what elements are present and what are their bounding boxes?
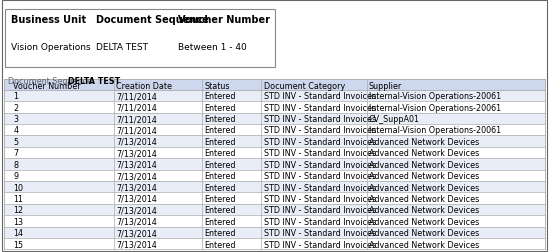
Text: Advanced Network Devices: Advanced Network Devices bbox=[369, 160, 479, 169]
Text: STD INV - Standard Invoices: STD INV - Standard Invoices bbox=[264, 160, 376, 169]
Text: STD INV - Standard Invoices: STD INV - Standard Invoices bbox=[264, 171, 376, 180]
Text: Advanced Network Devices: Advanced Network Devices bbox=[369, 217, 479, 226]
Text: STD INV - Standard Invoices: STD INV - Standard Invoices bbox=[264, 137, 376, 146]
Text: Advanced Network Devices: Advanced Network Devices bbox=[369, 149, 479, 158]
Text: Entered: Entered bbox=[204, 149, 236, 158]
Bar bbox=[4, 215, 545, 227]
Text: 12: 12 bbox=[13, 206, 23, 214]
Text: 7/13/2014: 7/13/2014 bbox=[116, 194, 157, 203]
Text: Advanced Network Devices: Advanced Network Devices bbox=[369, 240, 479, 248]
Bar bbox=[4, 136, 545, 147]
Text: Entered: Entered bbox=[204, 206, 236, 214]
Text: 7/13/2014: 7/13/2014 bbox=[116, 160, 157, 169]
Bar bbox=[4, 238, 545, 249]
Text: 7/13/2014: 7/13/2014 bbox=[116, 137, 157, 146]
Text: Status: Status bbox=[204, 81, 229, 90]
Text: STD INV - Standard Invoices: STD INV - Standard Invoices bbox=[264, 92, 376, 101]
Bar bbox=[4, 193, 545, 204]
Text: Business Unit: Business Unit bbox=[11, 15, 86, 25]
Text: 7/11/2014: 7/11/2014 bbox=[116, 126, 157, 135]
Text: 9: 9 bbox=[13, 171, 18, 180]
Text: 7/13/2014: 7/13/2014 bbox=[116, 206, 157, 214]
Text: DELTA TEST: DELTA TEST bbox=[96, 43, 148, 52]
Bar bbox=[4, 227, 545, 238]
Text: Entered: Entered bbox=[204, 115, 236, 123]
Text: STD INV - Standard Invoices: STD INV - Standard Invoices bbox=[264, 103, 376, 112]
Text: 11: 11 bbox=[13, 194, 23, 203]
Text: Advanced Network Devices: Advanced Network Devices bbox=[369, 137, 479, 146]
Text: Entered: Entered bbox=[204, 137, 236, 146]
Text: STD INV - Standard Invoices: STD INV - Standard Invoices bbox=[264, 206, 376, 214]
Text: STD INV - Standard Invoices: STD INV - Standard Invoices bbox=[264, 228, 376, 237]
Text: 13: 13 bbox=[13, 217, 23, 226]
Text: Entered: Entered bbox=[204, 160, 236, 169]
Text: 15: 15 bbox=[13, 240, 23, 248]
Text: STD INV - Standard Invoices: STD INV - Standard Invoices bbox=[264, 194, 376, 203]
Text: 3: 3 bbox=[13, 115, 18, 123]
Text: 7/11/2014: 7/11/2014 bbox=[116, 92, 157, 101]
Bar bbox=[4, 159, 545, 170]
Text: 14: 14 bbox=[13, 228, 23, 237]
Text: Advanced Network Devices: Advanced Network Devices bbox=[369, 183, 479, 192]
Text: Between 1 - 40: Between 1 - 40 bbox=[178, 43, 247, 52]
Text: DELTA TEST: DELTA TEST bbox=[68, 77, 120, 86]
Text: Vision Operations: Vision Operations bbox=[11, 43, 91, 52]
Text: 7/13/2014: 7/13/2014 bbox=[116, 217, 157, 226]
Text: Entered: Entered bbox=[204, 183, 236, 192]
Text: Advanced Network Devices: Advanced Network Devices bbox=[369, 206, 479, 214]
Bar bbox=[4, 147, 545, 159]
Text: 7/13/2014: 7/13/2014 bbox=[116, 183, 157, 192]
Text: 8: 8 bbox=[13, 160, 18, 169]
Text: 7/13/2014: 7/13/2014 bbox=[116, 240, 157, 248]
Text: Internal-Vision Operations-20061: Internal-Vision Operations-20061 bbox=[369, 103, 501, 112]
Text: Entered: Entered bbox=[204, 217, 236, 226]
Text: Entered: Entered bbox=[204, 126, 236, 135]
Text: 7/11/2014: 7/11/2014 bbox=[116, 103, 157, 112]
Text: STD INV - Standard Invoices: STD INV - Standard Invoices bbox=[264, 126, 376, 135]
Text: Internal-Vision Operations-20061: Internal-Vision Operations-20061 bbox=[369, 92, 501, 101]
Text: Document Category: Document Category bbox=[264, 81, 345, 90]
Text: Entered: Entered bbox=[204, 194, 236, 203]
Text: Document Sequence: Document Sequence bbox=[8, 77, 95, 86]
Text: Entered: Entered bbox=[204, 240, 236, 248]
Text: Supplier: Supplier bbox=[369, 81, 402, 90]
Text: Voucher Number: Voucher Number bbox=[178, 15, 271, 25]
Text: STD INV - Standard Invoices: STD INV - Standard Invoices bbox=[264, 115, 376, 123]
Bar bbox=[4, 204, 545, 215]
Text: Advanced Network Devices: Advanced Network Devices bbox=[369, 194, 479, 203]
Text: Document Sequence: Document Sequence bbox=[96, 15, 209, 25]
Text: Advanced Network Devices: Advanced Network Devices bbox=[369, 171, 479, 180]
Text: Voucher Number: Voucher Number bbox=[13, 81, 81, 90]
Bar bbox=[4, 102, 545, 113]
Text: 7: 7 bbox=[13, 149, 18, 158]
Text: Entered: Entered bbox=[204, 92, 236, 101]
Text: 7/13/2014: 7/13/2014 bbox=[116, 171, 157, 180]
Bar bbox=[5, 10, 274, 68]
Text: 4: 4 bbox=[13, 126, 18, 135]
Bar bbox=[4, 170, 545, 181]
Bar bbox=[4, 90, 545, 102]
Text: Entered: Entered bbox=[204, 103, 236, 112]
Bar bbox=[4, 79, 545, 90]
Text: Creation Date: Creation Date bbox=[116, 81, 172, 90]
Text: 1: 1 bbox=[13, 92, 18, 101]
Text: Entered: Entered bbox=[204, 228, 236, 237]
Bar bbox=[4, 124, 545, 136]
Text: STD INV - Standard Invoices: STD INV - Standard Invoices bbox=[264, 217, 376, 226]
Text: STD INV - Standard Invoices: STD INV - Standard Invoices bbox=[264, 240, 376, 248]
Text: 10: 10 bbox=[13, 183, 23, 192]
Text: CV_SuppA01: CV_SuppA01 bbox=[369, 115, 420, 123]
Text: Advanced Network Devices: Advanced Network Devices bbox=[369, 228, 479, 237]
Text: Entered: Entered bbox=[204, 171, 236, 180]
Bar bbox=[4, 113, 545, 124]
Text: 7/13/2014: 7/13/2014 bbox=[116, 228, 157, 237]
Text: 7/11/2014: 7/11/2014 bbox=[116, 115, 157, 123]
Text: STD INV - Standard Invoices: STD INV - Standard Invoices bbox=[264, 149, 376, 158]
Bar bbox=[4, 181, 545, 193]
Text: 2: 2 bbox=[13, 103, 18, 112]
Text: 7/13/2014: 7/13/2014 bbox=[116, 149, 157, 158]
Text: 5: 5 bbox=[13, 137, 18, 146]
Text: STD INV - Standard Invoices: STD INV - Standard Invoices bbox=[264, 183, 376, 192]
Text: Internal-Vision Operations-20061: Internal-Vision Operations-20061 bbox=[369, 126, 501, 135]
